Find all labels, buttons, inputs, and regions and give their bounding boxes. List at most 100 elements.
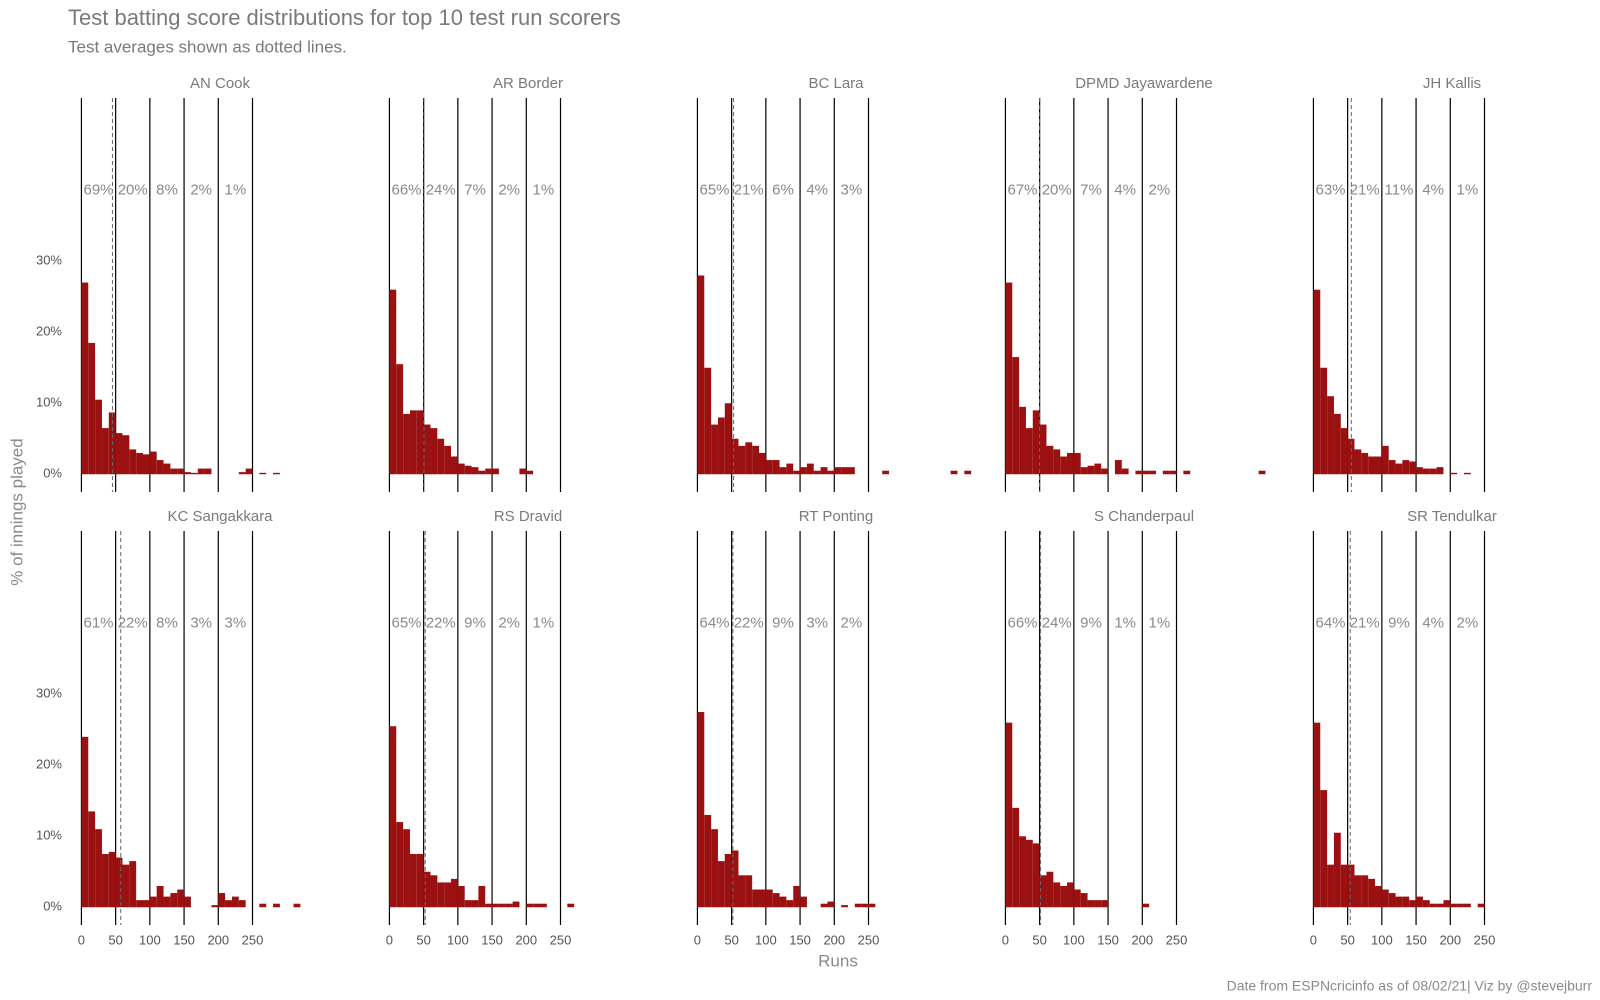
bar: [1422, 468, 1430, 475]
band-share-label: 20%: [1042, 181, 1072, 198]
bar: [451, 878, 458, 908]
x-tick-label: 250: [858, 932, 880, 947]
bar: [1340, 428, 1348, 475]
bar: [786, 900, 794, 908]
bar: [1060, 885, 1068, 908]
bar: [1046, 871, 1054, 908]
band-share-label: 21%: [1350, 614, 1380, 631]
bar: [1436, 903, 1444, 908]
bar: [464, 900, 472, 908]
bar: [245, 468, 253, 475]
bar: [526, 470, 534, 475]
band-share-label: 4%: [806, 181, 828, 198]
bar: [184, 472, 191, 475]
bar: [1402, 460, 1410, 475]
bar: [820, 467, 828, 475]
x-axis-label: Runs: [818, 951, 858, 970]
bar: [457, 885, 465, 908]
bar: [1409, 900, 1417, 908]
bar: [1429, 903, 1437, 908]
band-share-label: 67%: [1008, 181, 1038, 198]
bar: [190, 472, 198, 475]
bar: [1436, 467, 1444, 475]
y-tick-label: 30%: [36, 253, 62, 268]
bar: [238, 472, 246, 475]
y-tick-label: 0%: [43, 466, 62, 481]
bar: [533, 903, 540, 908]
bar: [177, 889, 185, 908]
bar: [738, 445, 746, 475]
bar: [1080, 893, 1088, 908]
x-tick-label: 0: [694, 932, 701, 947]
bar: [293, 903, 301, 908]
bar: [711, 424, 718, 475]
bar: [416, 410, 424, 475]
y-axis-label: % of innings played: [7, 438, 26, 585]
bar: [149, 451, 157, 475]
bar: [697, 275, 705, 475]
x-tick-label: 250: [1166, 932, 1188, 947]
band-share-label: 2%: [190, 181, 212, 198]
x-tick-label: 50: [416, 932, 430, 947]
bar: [1025, 428, 1033, 475]
band-share-label: 9%: [464, 614, 486, 631]
band-share-label: 3%: [806, 614, 828, 631]
bar: [389, 289, 397, 475]
x-tick-label: 50: [1032, 932, 1046, 947]
chart-title: Test batting score distributions for top…: [68, 5, 621, 30]
bar: [813, 470, 821, 475]
band-share-label: 3%: [190, 614, 212, 631]
x-tick-label: 0: [386, 932, 393, 947]
band-share-label: 64%: [700, 614, 730, 631]
bar: [423, 871, 431, 908]
bar: [1463, 472, 1471, 475]
x-tick-label: 200: [207, 932, 229, 947]
bar: [409, 410, 417, 475]
band-share-label: 3%: [841, 181, 863, 198]
x-tick-label: 100: [1063, 932, 1085, 947]
bar: [820, 903, 828, 908]
bar: [1381, 445, 1389, 475]
bar: [1450, 472, 1458, 475]
chart-subtitle: Test averages shown as dotted lines.: [68, 37, 347, 56]
band-share-label: 22%: [426, 614, 456, 631]
bar: [95, 399, 102, 475]
bar: [505, 903, 513, 908]
bar: [1094, 900, 1102, 908]
panel-title: BC Lara: [808, 75, 864, 92]
bar: [717, 861, 725, 908]
bar: [430, 875, 438, 908]
bar: [752, 889, 760, 908]
bar: [800, 896, 807, 908]
bar: [163, 463, 171, 475]
band-share-label: 24%: [426, 181, 456, 198]
bar: [416, 854, 424, 908]
bar: [1395, 463, 1403, 475]
bar: [827, 470, 835, 475]
bar: [81, 736, 89, 908]
bar: [1005, 722, 1013, 908]
band-share-label: 4%: [1422, 181, 1444, 198]
bar: [1409, 461, 1417, 475]
bar: [211, 905, 219, 908]
panel-title: S Chanderpaul: [1094, 508, 1194, 525]
bar: [136, 452, 144, 475]
panel-title: JH Kallis: [1423, 75, 1481, 92]
bar: [437, 882, 445, 908]
bar: [711, 829, 718, 908]
bar: [779, 467, 787, 475]
band-share-label: 64%: [1316, 614, 1346, 631]
caption: Date from ESPNcricinfo as of 08/02/21| V…: [1227, 978, 1593, 994]
band-share-label: 66%: [1008, 614, 1038, 631]
bar: [498, 903, 506, 908]
x-tick-label: 150: [173, 932, 195, 947]
x-tick-label: 250: [1474, 932, 1496, 947]
bar: [1073, 889, 1081, 908]
bar: [526, 903, 534, 908]
bar: [1183, 470, 1191, 475]
bar: [444, 882, 452, 908]
bar: [115, 857, 123, 908]
bar: [1361, 452, 1369, 475]
panel-title: RS Dravid: [494, 508, 562, 525]
bar: [457, 463, 465, 475]
